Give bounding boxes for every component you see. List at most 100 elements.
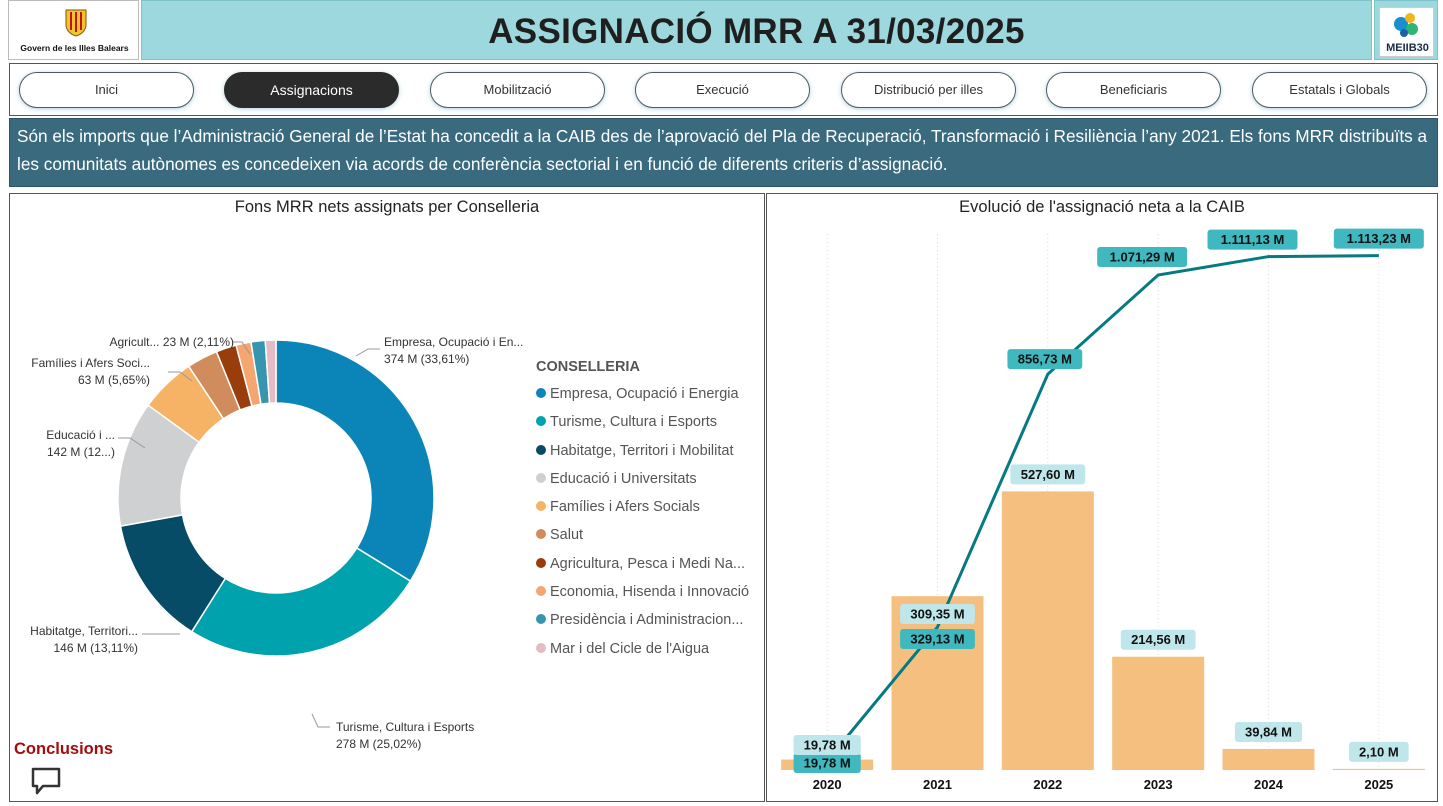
conclusions-link[interactable]: Conclusions bbox=[14, 740, 114, 758]
legend-dot-icon bbox=[536, 444, 546, 455]
legend-dot-icon bbox=[536, 642, 546, 653]
bar-data-label-box bbox=[1010, 464, 1086, 485]
bar-data-label-text: 39,84 M bbox=[1245, 724, 1292, 739]
nav-beneficiaris-button[interactable]: Beneficiaris bbox=[1046, 72, 1221, 108]
bar-data-label-box bbox=[1234, 721, 1303, 742]
line-data-label-text: 1.113,23 M bbox=[1347, 231, 1411, 246]
donut-chart-title: Fons MRR nets assignats per Conselleria bbox=[234, 198, 540, 216]
cumulative-line[interactable] bbox=[826, 254, 1379, 762]
donut-chart-panel: Fons MRR nets assignats per Conselleria … bbox=[9, 193, 765, 802]
govern-logo-text: Govern de les Illes Balears bbox=[20, 43, 129, 53]
meiib30-logo-icon bbox=[1394, 13, 1418, 37]
govern-logo: Govern de les Illes Balears bbox=[8, 0, 139, 60]
donut-slice-value: 374 M (33,61%) bbox=[384, 352, 469, 366]
legend-dot-icon bbox=[536, 388, 546, 398]
bar-data-label-box bbox=[900, 629, 975, 649]
bar-data-label-box bbox=[1120, 629, 1196, 650]
line-data-label-box bbox=[900, 604, 975, 624]
donut-slice-label: Educació i ... bbox=[46, 428, 115, 442]
donut-slice-label: Agricult... 23 M (2,11%) bbox=[110, 335, 235, 349]
legend-item[interactable]: Economia, Hisenda i Innovació bbox=[536, 578, 764, 606]
bar-data-label: 329,13 M bbox=[900, 629, 975, 649]
bar-data-label-text: 214,56 M bbox=[1131, 632, 1185, 647]
line-data-label: 1.113,23 M bbox=[1333, 228, 1424, 249]
bar-data-label-text: 527,60 M bbox=[1021, 467, 1075, 482]
line-data-label: 309,35 M bbox=[900, 604, 975, 624]
bar-data-label: 214,56 M bbox=[1120, 629, 1196, 650]
nav-inici-button[interactable]: Inici bbox=[19, 72, 194, 108]
legend-item[interactable]: Turisme, Cultura i Esports bbox=[536, 408, 764, 436]
combo-chart: 19,78 M 329,13 M 527,60 M 214,56 M 39,84 M 2,… bbox=[781, 228, 1425, 792]
legend-title: CONSELLERIA bbox=[536, 359, 640, 375]
legend-item[interactable]: Empresa, Ocupació i Energia bbox=[536, 380, 764, 408]
donut-slice[interactable] bbox=[190, 546, 412, 657]
bar-data-label-text: 19,78 M bbox=[804, 756, 851, 771]
line-data-label-text: 309,35 M bbox=[910, 607, 964, 622]
legend-item[interactable]: Agricultura, Pesca i Medi Na... bbox=[536, 550, 764, 578]
donut-leader-line bbox=[355, 348, 380, 357]
bar-data-label: 39,84 M bbox=[1234, 721, 1303, 742]
legend-label: Agricultura, Pesca i Medi Na... bbox=[550, 555, 746, 572]
line-data-label-text: 856,73 M bbox=[1018, 352, 1072, 367]
donut-leader-line bbox=[168, 371, 193, 382]
x-axis-tick-label: 2022 bbox=[1033, 777, 1062, 792]
line-data-label-box bbox=[1007, 349, 1083, 370]
legend-item[interactable]: Salut bbox=[536, 521, 764, 549]
bar-data-label-text: 2,10 M bbox=[1359, 744, 1399, 759]
donut-leader-line bbox=[311, 713, 330, 728]
legend-label: Famílies i Afers Socials bbox=[550, 499, 700, 516]
bar-data-label-box bbox=[1349, 741, 1409, 762]
donut-chart: Empresa, Ocupació i En... 374 M (33,61%) T… bbox=[30, 335, 523, 751]
x-axis-tick-label: 2020 bbox=[813, 777, 842, 792]
donut-slice-value: 146 M (13,11%) bbox=[54, 641, 139, 655]
donut-leader-line bbox=[232, 341, 251, 355]
title-bar: ASSIGNACIÓ MRR A 31/03/2025 bbox=[141, 0, 1372, 60]
nav-bar: Inici Assignacions Mobilització Execució… bbox=[9, 63, 1438, 116]
nav-mobilitzacio-button[interactable]: Mobilització bbox=[430, 72, 605, 108]
bar-data-label: 527,60 M bbox=[1010, 464, 1086, 485]
line-data-label: 19,78 M bbox=[793, 735, 861, 755]
donut-leader-line bbox=[118, 437, 146, 449]
nav-execucio-button[interactable]: Execució bbox=[635, 72, 810, 108]
line-data-label-text: 1.111,13 M bbox=[1221, 232, 1285, 247]
comment-icon[interactable] bbox=[30, 766, 62, 796]
legend-label: Salut bbox=[550, 527, 584, 544]
meiib30-logo-text: MEIIB30 bbox=[1386, 42, 1429, 54]
shield-icon bbox=[65, 9, 87, 37]
line-data-label-text: 1.071,29 M bbox=[1110, 249, 1175, 264]
legend-item[interactable]: Habitatge, Territori i Mobilitat bbox=[536, 437, 764, 465]
donut-slice-label: Empresa, Ocupació i En... bbox=[384, 335, 523, 349]
bar[interactable] bbox=[1001, 491, 1094, 770]
donut-slice-label: Turisme, Cultura i Esports bbox=[336, 720, 474, 734]
line-data-label: 856,73 M bbox=[1007, 349, 1083, 370]
x-axis-tick-label: 2021 bbox=[923, 777, 952, 792]
legend-label: Mar i del Cicle de l'Aigua bbox=[550, 640, 710, 657]
legend-dot-icon bbox=[536, 472, 546, 483]
line-data-label-box bbox=[793, 735, 861, 755]
donut-legend: CONSELLERIA Empresa, Ocupació i Energia T… bbox=[536, 359, 764, 663]
combo-chart-panel: Evolució de l'assignació neta a la CAIB … bbox=[766, 193, 1438, 802]
nav-assignacions-button[interactable]: Assignacions bbox=[224, 72, 399, 108]
bar-data-label-box bbox=[793, 753, 861, 773]
combo-chart-title: Evolució de l'assignació neta a la CAIB bbox=[959, 198, 1245, 216]
meiib30-logo: MEIIB30 bbox=[1374, 0, 1438, 60]
legend-item[interactable]: Famílies i Afers Socials bbox=[536, 493, 764, 521]
line-data-label-text: 19,78 M bbox=[804, 738, 851, 753]
donut-slice-value: 278 M (25,02%) bbox=[336, 737, 421, 751]
legend-label: Empresa, Ocupació i Energia bbox=[550, 386, 739, 402]
legend-item[interactable]: Educació i Universitats bbox=[536, 465, 764, 493]
bar-data-label: 19,78 M bbox=[793, 753, 861, 773]
legend-item[interactable]: Mar i del Cicle de l'Aigua bbox=[536, 635, 764, 663]
line-data-label: 1.111,13 M bbox=[1207, 229, 1298, 250]
bar[interactable] bbox=[1332, 768, 1425, 770]
donut-slice-value: 63 M (5,65%) bbox=[78, 373, 150, 387]
nav-estatals-globals-button[interactable]: Estatals i Globals bbox=[1252, 72, 1427, 108]
donut-slice[interactable] bbox=[275, 339, 435, 583]
donut-slice[interactable] bbox=[264, 339, 277, 405]
bar[interactable] bbox=[1222, 748, 1315, 770]
bar[interactable] bbox=[1112, 656, 1205, 770]
legend-item[interactable]: Presidència i Administracion... bbox=[536, 606, 764, 634]
x-axis-tick-label: 2023 bbox=[1144, 777, 1173, 792]
nav-distribucio-illes-button[interactable]: Distribució per illes bbox=[841, 72, 1016, 108]
donut-slice-label: Habitatge, Territori... bbox=[30, 624, 138, 638]
